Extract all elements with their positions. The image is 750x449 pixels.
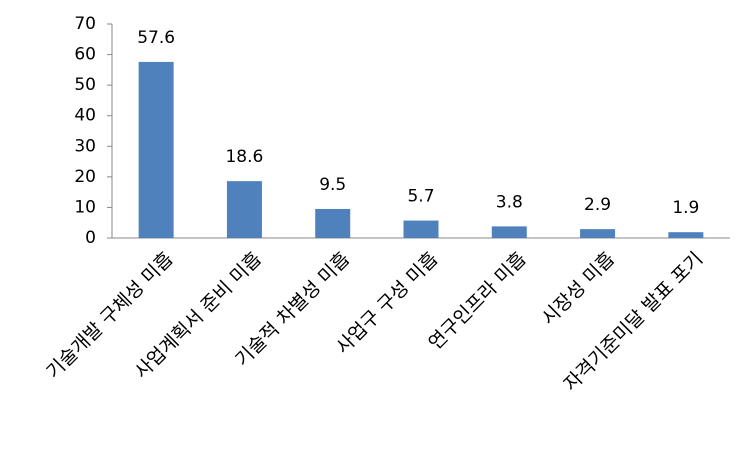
y-tick-label: 0: [85, 228, 96, 248]
value-label: 2.9: [584, 195, 611, 215]
y-tick-label: 70: [74, 14, 96, 34]
bar: [403, 220, 439, 238]
bar: [138, 61, 174, 239]
bar: [226, 181, 262, 238]
value-label: 1.9: [672, 198, 699, 218]
y-tick-label: 50: [74, 75, 96, 95]
bar: [315, 208, 351, 238]
value-label: 18.6: [225, 147, 263, 167]
y-tick-label: 10: [74, 197, 96, 217]
value-label: 5.7: [407, 187, 434, 207]
bar: [668, 232, 704, 238]
y-tick-label: 20: [74, 167, 96, 187]
y-tick-label: 60: [74, 45, 96, 65]
y-tick-label: 30: [74, 136, 96, 156]
value-label: 3.8: [496, 192, 523, 212]
bar: [580, 229, 616, 238]
value-label: 57.6: [137, 28, 175, 48]
y-tick-label: 40: [74, 106, 96, 126]
bar: [491, 226, 527, 238]
value-label: 9.5: [319, 175, 346, 195]
